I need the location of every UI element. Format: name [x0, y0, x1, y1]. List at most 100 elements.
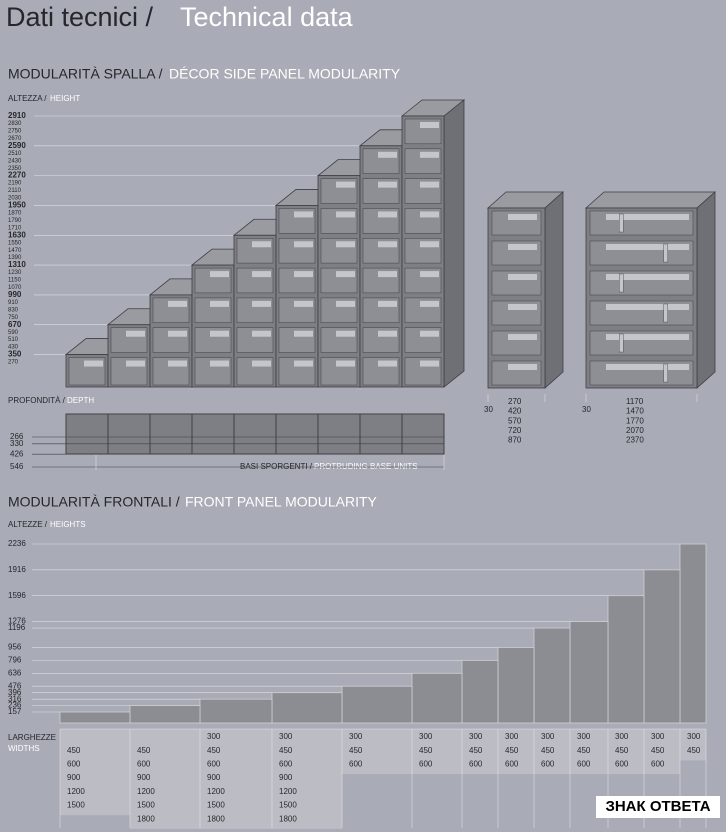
height-value: 2510: [8, 151, 22, 157]
depth-label-en: DEPTH: [67, 396, 94, 405]
height-value: 2030: [8, 196, 22, 202]
front-height: 236: [8, 701, 22, 710]
front-height: 396: [8, 688, 22, 697]
width-value: 600: [137, 760, 151, 769]
width-value: 450: [651, 746, 665, 755]
width-value: 600: [207, 760, 221, 769]
panel: [569, 621, 609, 724]
base-block: [65, 413, 445, 455]
unit-width: 420: [508, 407, 522, 416]
height-value: 590: [8, 330, 19, 336]
watermark: ЗНАК ОТВЕТА: [605, 798, 710, 815]
cell-back: [336, 330, 355, 337]
front-height: 956: [8, 643, 22, 652]
unit-back: [508, 364, 537, 370]
cell-back: [420, 300, 439, 307]
cell-back: [84, 360, 103, 367]
cell-back: [420, 330, 439, 337]
width-value: 300: [279, 732, 293, 741]
width-value: 600: [577, 760, 591, 769]
unit-side: [544, 191, 564, 389]
heights-label-it: ALTEZZE /: [8, 520, 48, 529]
cell-back: [252, 271, 271, 278]
unit-back: [508, 304, 537, 310]
thickness: 30: [484, 405, 493, 414]
panel: [411, 672, 463, 724]
width-value: 900: [67, 773, 81, 782]
unit-back: [606, 274, 689, 280]
unit-back: [508, 214, 537, 220]
width-value: 600: [651, 760, 665, 769]
title-it: Dati tecnici /: [6, 2, 154, 32]
width-value: 450: [615, 746, 629, 755]
unit-divider: [663, 363, 668, 383]
cell-back: [420, 271, 439, 278]
cell-back: [294, 300, 313, 307]
width-value: 300: [651, 732, 665, 741]
column-front: [275, 205, 319, 388]
width-cell-bg: [272, 729, 342, 829]
width-value: 450: [541, 746, 555, 755]
width-value: 450: [137, 746, 151, 755]
width-value: 450: [67, 746, 81, 755]
height-value: 1630: [8, 230, 26, 239]
width-value: 600: [67, 760, 81, 769]
height-label-it: ALTEZZA /: [8, 94, 47, 103]
unit-divider: [619, 213, 624, 233]
height-value: 2190: [8, 181, 22, 187]
depth-value: 330: [10, 439, 24, 448]
height-value: 270: [8, 360, 19, 366]
unit-back: [606, 364, 689, 370]
cell-back: [294, 271, 313, 278]
front-height: 636: [8, 668, 22, 677]
width-value: 300: [469, 732, 483, 741]
width-value: 450: [279, 746, 293, 755]
cell-back: [168, 300, 187, 307]
cell-back: [252, 360, 271, 367]
cell-back: [210, 300, 229, 307]
height-value: 1470: [8, 248, 22, 254]
panel: [607, 595, 645, 724]
height-value: 2830: [8, 121, 22, 127]
height-value: 1310: [8, 260, 26, 269]
width-value: 1500: [67, 801, 85, 810]
width-value: 1200: [137, 787, 155, 796]
side-heading-it: MODULARITÀ SPALLA /: [8, 66, 163, 82]
cell-back: [378, 241, 397, 248]
width-cell-bg: [462, 729, 498, 775]
unit-back: [606, 214, 689, 220]
front-heading-en: FRONT PANEL MODULARITY: [185, 494, 378, 510]
column-side: [443, 99, 465, 388]
front-height: 1276: [8, 617, 26, 626]
cell-back: [336, 181, 355, 188]
depth-value: 426: [10, 449, 24, 458]
unit-width: 1770: [626, 416, 644, 425]
unit-divider: [663, 243, 668, 263]
cell-back: [378, 151, 397, 158]
base-label-en: PROTRUDING BASE UNITS: [314, 462, 418, 471]
panel: [679, 543, 707, 724]
height-value: 1790: [8, 218, 22, 224]
height-value: 1070: [8, 285, 22, 291]
cell-back: [126, 330, 145, 337]
cell-back: [420, 181, 439, 188]
width-value: 600: [419, 760, 433, 769]
title-en: Technical data: [180, 2, 354, 32]
width-value: 1200: [279, 787, 297, 796]
unit-back: [508, 244, 537, 250]
unit-width: 2070: [626, 426, 644, 435]
width-value: 600: [279, 760, 293, 769]
width-value: 300: [349, 732, 363, 741]
cell-back: [294, 241, 313, 248]
height-value: 430: [8, 345, 19, 351]
front-height: 316: [8, 694, 22, 703]
width-cell-bg: [644, 729, 680, 775]
unit-front: [585, 207, 698, 389]
width-value: 450: [577, 746, 591, 755]
height-value: 2270: [8, 171, 26, 180]
cell-back: [336, 271, 355, 278]
cell-back: [336, 300, 355, 307]
width-value: 600: [615, 760, 629, 769]
width-value: 300: [207, 732, 221, 741]
